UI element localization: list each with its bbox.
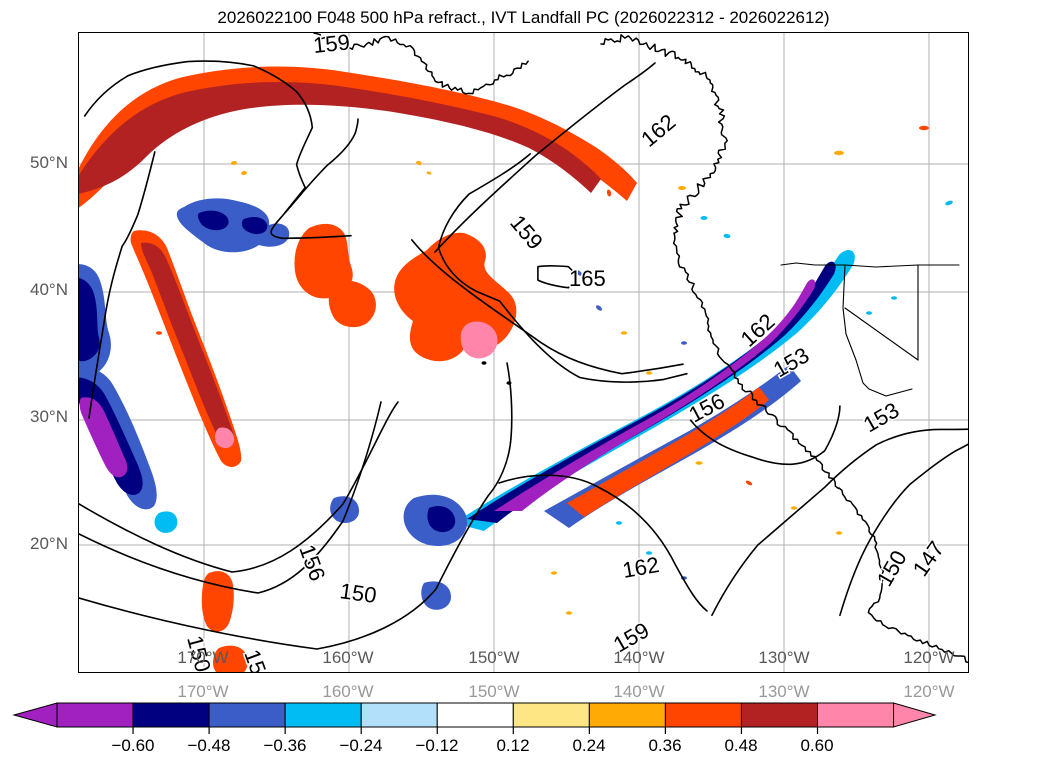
svg-text:153: 153: [963, 381, 969, 425]
svg-text:153: 153: [859, 397, 903, 437]
svg-text:162: 162: [736, 309, 780, 352]
svg-text:159: 159: [505, 210, 548, 254]
svg-text:162: 162: [621, 552, 662, 583]
svg-text:165: 165: [569, 266, 606, 291]
svg-text:159: 159: [312, 33, 351, 58]
svg-text:156: 156: [294, 541, 330, 584]
svg-text:162: 162: [636, 109, 680, 152]
svg-text:153: 153: [769, 342, 813, 382]
svg-text:147: 147: [908, 536, 950, 580]
svg-text:153: 153: [239, 646, 275, 673]
svg-text:150: 150: [338, 578, 378, 608]
